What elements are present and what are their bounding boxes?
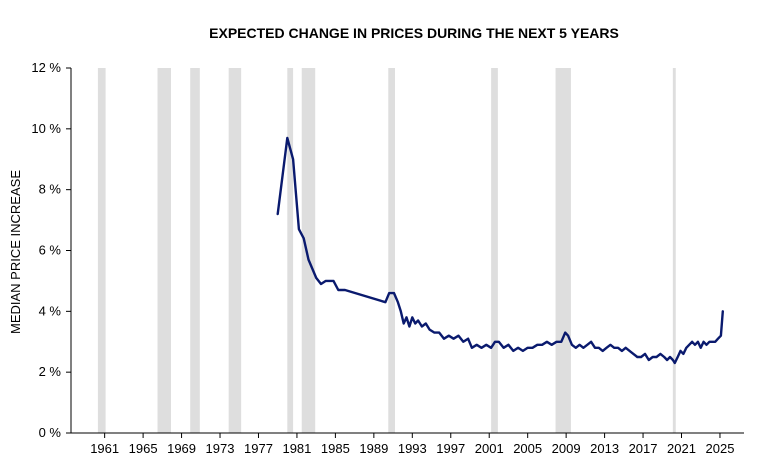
x-tick-label: 1993 [398, 441, 427, 456]
x-tick-label: 2013 [590, 441, 619, 456]
series-line-0 [276, 136, 724, 365]
x-tick-label: 2005 [513, 441, 542, 456]
y-tick-label: 0 % [39, 425, 62, 440]
recession-band-9 [672, 68, 676, 433]
y-tick-label: 2 % [39, 364, 62, 379]
y-tick-label: 4 % [39, 303, 62, 318]
x-tick-label: 2009 [552, 441, 581, 456]
recession-band-6 [388, 68, 396, 433]
x-tick-label: 1965 [129, 441, 158, 456]
x-tick-label: 1985 [321, 441, 350, 456]
x-tick-label: 2021 [667, 441, 696, 456]
x-tick-label: 1977 [244, 441, 273, 456]
y-tick-label: 8 % [39, 182, 62, 197]
tick-labels: 0 % 2 % 4 % 6 % 8 % 10 % 12 % 1961 1965 1969 1973 1… [31, 60, 734, 456]
chart-title: EXPECTED CHANGE IN PRICES DURING THE NEX… [209, 25, 619, 41]
x-tick-label: 1989 [359, 441, 388, 456]
y-tick-label: 10 % [31, 121, 61, 136]
recession-band-8 [555, 68, 571, 433]
recession-band-0 [97, 68, 106, 433]
x-tick-label: 1961 [90, 441, 119, 456]
x-tick-label: 1969 [167, 441, 196, 456]
recession-band-5 [301, 68, 316, 433]
y-tick-label: 6 % [39, 243, 62, 258]
x-tick-label: 1973 [206, 441, 235, 456]
y-tick-label: 12 % [31, 60, 61, 75]
recession-band-4 [287, 68, 294, 433]
y-axis-label: MEDIAN PRICE INCREASE [8, 170, 23, 334]
x-tick-label: 2001 [475, 441, 504, 456]
recession-band-7 [491, 68, 498, 433]
x-tick-label: 2017 [629, 441, 658, 456]
x-tick-label: 1997 [436, 441, 465, 456]
x-tick-label: 1981 [282, 441, 311, 456]
recession-band-1 [157, 68, 171, 433]
recession-bands [97, 68, 676, 433]
x-tick-label: 2025 [706, 441, 735, 456]
series-lines [276, 136, 724, 365]
recession-band-2 [190, 68, 200, 433]
axes [66, 67, 744, 438]
recession-band-3 [228, 68, 242, 433]
